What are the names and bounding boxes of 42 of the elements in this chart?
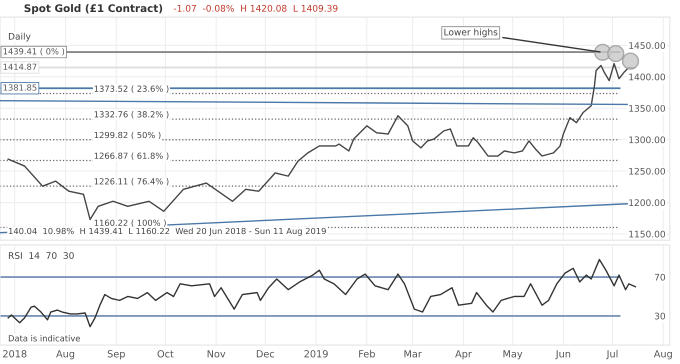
ref-line-label: 1414.87 xyxy=(4,64,36,70)
y-tick-label: 30 xyxy=(654,312,666,320)
x-tick-label: Dec xyxy=(256,350,274,358)
x-tick-label: May xyxy=(503,350,522,360)
x-tick-label: Nov xyxy=(208,350,226,358)
ref-line-label: 1373.52 ( 23.6% ) xyxy=(94,85,168,93)
x-tick-label: Jul xyxy=(606,350,618,360)
ref-line-label: 1299.82 ( 50% ) xyxy=(94,132,160,140)
y-tick-label: 1450.00 xyxy=(629,42,666,49)
annotation: Lower highs xyxy=(444,28,498,38)
point xyxy=(607,44,624,62)
ref-line-label: 1332.76 ( 38.2% ) xyxy=(94,111,168,118)
annotation: RSI 14 70 30 xyxy=(8,252,74,259)
point xyxy=(622,52,640,70)
x-tick-label: Sep xyxy=(108,350,125,360)
ref-line-label: 1439.41 ( 0% ) xyxy=(4,48,64,56)
y-tick-label: 1250.00 xyxy=(629,168,666,175)
ref-line-label: 1266.87 ( 61.8% ) xyxy=(94,152,168,160)
y-tick-label: 1200.00 xyxy=(629,199,666,206)
x-tick-label: Oct xyxy=(158,350,174,358)
x-tick-label: 2019 xyxy=(304,350,328,358)
annotation: 140.04 10.98% H 1439.41 L 1160.22 Wed 20 Jun 2018 - Sun 11 Aug 2019 xyxy=(8,228,326,236)
ref-line-label: 1160.22 ( 100% ) xyxy=(94,219,166,227)
line-series xyxy=(7,258,636,328)
annotation: Data is indicative xyxy=(8,335,80,342)
x-tick-label: Aug xyxy=(654,350,672,360)
annotation: Daily xyxy=(8,32,31,42)
x-tick-label: Aug xyxy=(56,350,74,360)
y-tick-label: 70 xyxy=(654,274,666,281)
ref-line-label: 1226.11 ( 76.4% ) xyxy=(94,178,168,186)
x-tick-label: Feb xyxy=(359,350,375,358)
y-tick-label: 1150.00 xyxy=(629,230,666,238)
y-tick-label: 1350.00 xyxy=(629,104,666,112)
chart-subtitle: -1.07 -0.08% H 1420.08 L 1409.39 xyxy=(174,4,338,12)
chart-title: Spot Gold (£1 Contract) xyxy=(24,4,162,14)
y-tick-label: 1300.00 xyxy=(629,136,666,144)
y-tick-label: 1400.00 xyxy=(629,74,666,80)
x-tick-label: Apr xyxy=(455,350,472,360)
x-tick-label: Mar xyxy=(404,350,422,358)
x-tick-label: 2018 xyxy=(3,350,26,358)
x-tick-label: Jun xyxy=(555,350,570,360)
ref-line-label: 1381.85 xyxy=(4,84,36,91)
